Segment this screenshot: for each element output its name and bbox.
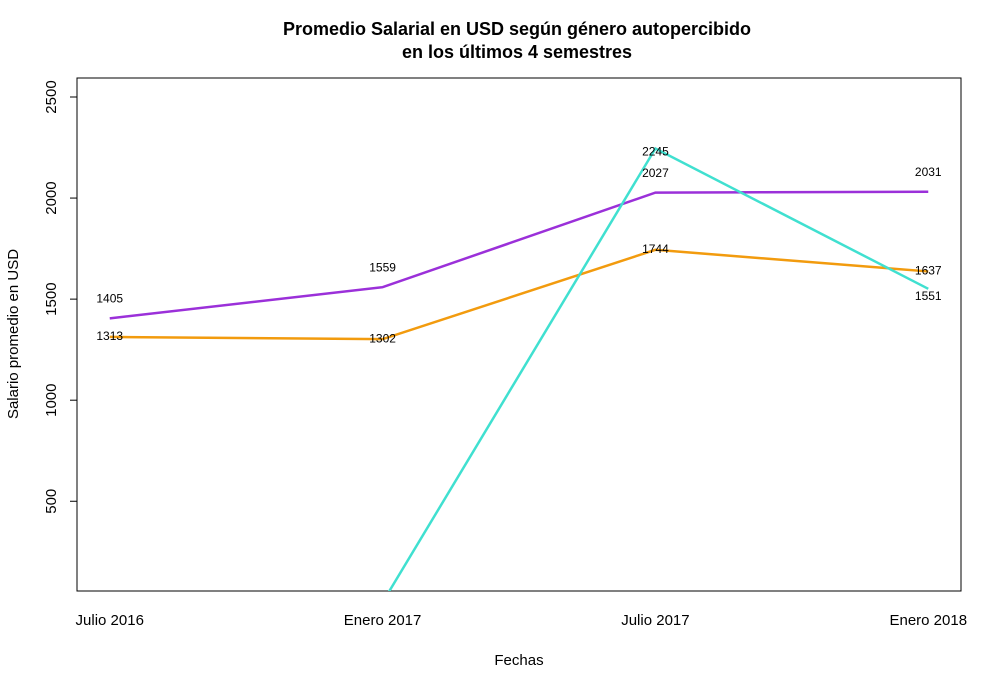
x-tick-label: Julio 2017	[621, 612, 689, 629]
value-label: 1302	[369, 331, 396, 345]
value-label: 1559	[369, 260, 396, 274]
value-label: 1405	[96, 292, 123, 306]
chart-title: Promedio Salarial en USD según género au…	[283, 19, 751, 39]
value-label: 1551	[915, 289, 942, 303]
plot-frame	[76, 77, 962, 592]
plot-area	[109, 146, 929, 591]
y-axis-label: Salario promedio en USD	[5, 249, 22, 419]
y-tick-label: 1000	[43, 384, 60, 417]
series-line	[109, 248, 929, 341]
value-label: 1637	[915, 264, 942, 278]
x-axis-label: Fechas	[494, 652, 543, 669]
value-label: 1313	[96, 329, 123, 343]
x-tick-label: Julio 2016	[76, 612, 144, 629]
series-line	[387, 146, 929, 591]
y-tick-label: 2500	[43, 80, 60, 113]
value-label: 2031	[915, 165, 942, 179]
series-line	[109, 190, 929, 320]
value-label: 2245	[642, 145, 669, 159]
x-tick-label: Enero 2017	[344, 612, 422, 629]
value-label: 2027	[642, 166, 669, 180]
chart-title: en los últimos 4 semestres	[402, 42, 632, 62]
y-tick-label: 500	[43, 489, 60, 514]
y-tick-label: 1500	[43, 282, 60, 315]
x-tick-label: Enero 2018	[889, 612, 967, 629]
y-tick-label: 2000	[43, 181, 60, 214]
value-label: 1744	[642, 242, 669, 256]
